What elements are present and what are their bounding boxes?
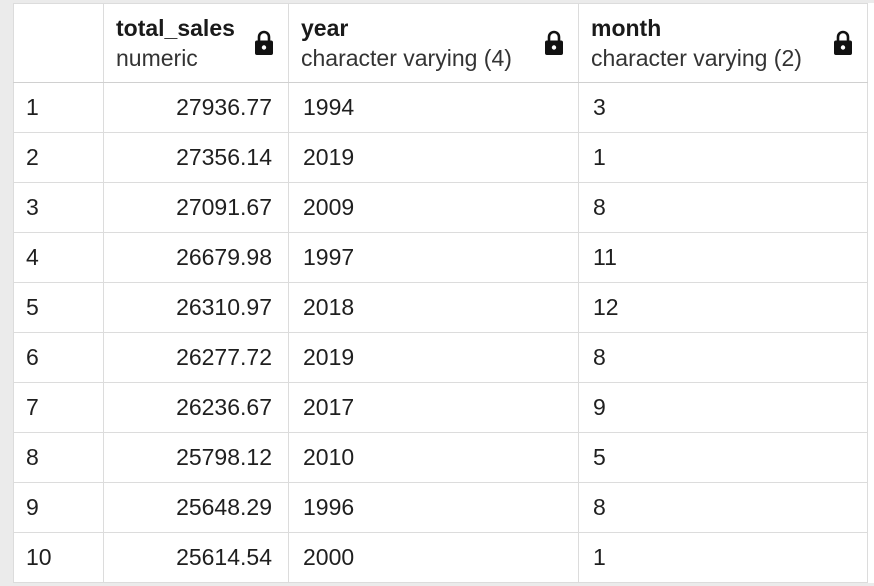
- row-number[interactable]: 7: [13, 382, 104, 433]
- row-number[interactable]: 3: [13, 182, 104, 233]
- cell-total-sales[interactable]: 25614.54: [103, 532, 289, 583]
- row-number-header[interactable]: [13, 3, 104, 83]
- column-name: total_sales: [116, 15, 235, 41]
- cell-year[interactable]: 2019: [288, 332, 579, 383]
- cell-total-sales[interactable]: 26679.98: [103, 232, 289, 283]
- cell-year[interactable]: 2000: [288, 532, 579, 583]
- table-row[interactable]: 5 26310.97 2018 12: [13, 282, 868, 333]
- cell-month[interactable]: 5: [578, 432, 868, 483]
- row-number[interactable]: 9: [13, 482, 104, 533]
- cell-year[interactable]: 2009: [288, 182, 579, 233]
- cell-month[interactable]: 8: [578, 332, 868, 383]
- cell-total-sales[interactable]: 26277.72: [103, 332, 289, 383]
- cell-total-sales[interactable]: 27936.77: [103, 82, 289, 133]
- row-number[interactable]: 10: [13, 532, 104, 583]
- table-header: total_sales numeric year character varyi…: [13, 3, 868, 83]
- cell-total-sales[interactable]: 27091.67: [103, 182, 289, 233]
- row-number[interactable]: 8: [13, 432, 104, 483]
- table-row[interactable]: 4 26679.98 1997 11: [13, 232, 868, 283]
- cell-month[interactable]: 8: [578, 482, 868, 533]
- table-row[interactable]: 7 26236.67 2017 9: [13, 382, 868, 433]
- column-name: month: [591, 15, 662, 41]
- cell-year[interactable]: 1997: [288, 232, 579, 283]
- row-number[interactable]: 6: [13, 332, 104, 383]
- cell-year[interactable]: 1996: [288, 482, 579, 533]
- result-grid: total_sales numeric year character varyi…: [13, 3, 874, 583]
- column-header-year[interactable]: year character varying (4): [288, 3, 579, 83]
- column-name: year: [301, 15, 349, 41]
- cell-total-sales[interactable]: 27356.14: [103, 132, 289, 183]
- table-row[interactable]: 8 25798.12 2010 5: [13, 432, 868, 483]
- table-row[interactable]: 9 25648.29 1996 8: [13, 482, 868, 533]
- header-row: total_sales numeric year character varyi…: [13, 3, 868, 83]
- cell-month[interactable]: 1: [578, 132, 868, 183]
- lock-icon: [834, 30, 852, 55]
- column-type: character varying (2): [591, 45, 802, 71]
- cell-year[interactable]: 1994: [288, 82, 579, 133]
- cell-month[interactable]: 11: [578, 232, 868, 283]
- table-row[interactable]: 3 27091.67 2009 8: [13, 182, 868, 233]
- cell-total-sales[interactable]: 25798.12: [103, 432, 289, 483]
- cell-month[interactable]: 9: [578, 382, 868, 433]
- cell-total-sales[interactable]: 26310.97: [103, 282, 289, 333]
- column-header-total-sales[interactable]: total_sales numeric: [103, 3, 289, 83]
- table-row[interactable]: 6 26277.72 2019 8: [13, 332, 868, 383]
- cell-month[interactable]: 12: [578, 282, 868, 333]
- cell-month[interactable]: 3: [578, 82, 868, 133]
- cell-total-sales[interactable]: 26236.67: [103, 382, 289, 433]
- column-header-month[interactable]: month character varying (2): [578, 3, 868, 83]
- column-type: character varying (4): [301, 45, 512, 71]
- lock-icon: [255, 30, 273, 55]
- cell-year[interactable]: 2019: [288, 132, 579, 183]
- row-number[interactable]: 2: [13, 132, 104, 183]
- data-table: total_sales numeric year character varyi…: [13, 3, 868, 583]
- table-row[interactable]: 1 27936.77 1994 3: [13, 82, 868, 133]
- row-number[interactable]: 5: [13, 282, 104, 333]
- cell-month[interactable]: 1: [578, 532, 868, 583]
- cell-total-sales[interactable]: 25648.29: [103, 482, 289, 533]
- table-row[interactable]: 2 27356.14 2019 1: [13, 132, 868, 183]
- column-type: numeric: [116, 45, 198, 71]
- cell-year[interactable]: 2010: [288, 432, 579, 483]
- table-body: 1 27936.77 1994 3 2 27356.14 2019 1 3 27…: [13, 82, 868, 583]
- cell-year[interactable]: 2017: [288, 382, 579, 433]
- row-number[interactable]: 1: [13, 82, 104, 133]
- cell-year[interactable]: 2018: [288, 282, 579, 333]
- row-number[interactable]: 4: [13, 232, 104, 283]
- cell-month[interactable]: 8: [578, 182, 868, 233]
- lock-icon: [545, 30, 563, 55]
- table-row[interactable]: 10 25614.54 2000 1: [13, 532, 868, 583]
